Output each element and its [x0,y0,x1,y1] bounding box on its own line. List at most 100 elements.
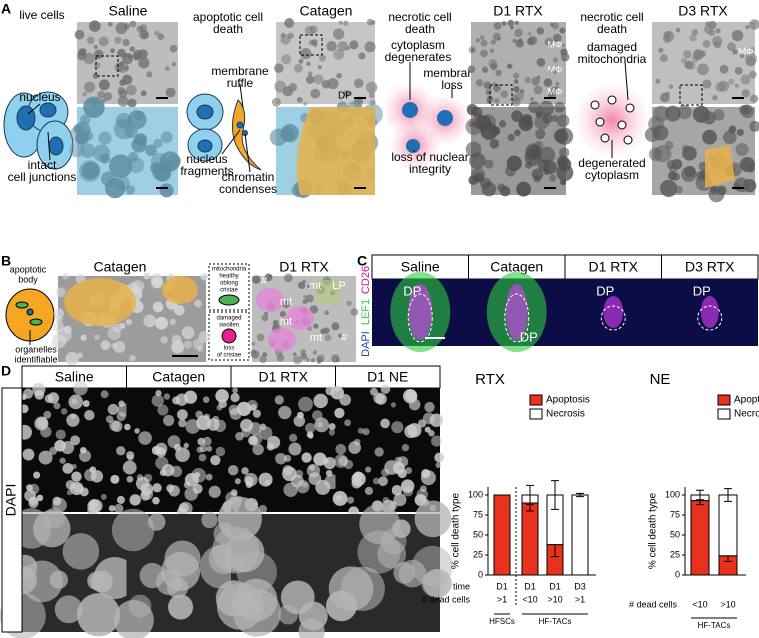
em-image-texture [279,310,286,318]
em-image-texture [292,352,297,357]
label: NE [650,371,671,388]
dapi-image-texture [40,426,52,438]
label: HF-TACs [698,621,731,630]
dapi-image-texture [405,467,413,474]
label: <10 [692,599,707,609]
em-image-texture [303,101,308,106]
dapi-image-texture [22,448,35,461]
dapi-image-texture [258,504,268,514]
label: condenses [219,182,277,196]
label: DAPI [3,484,19,517]
label: % cell death type [451,492,462,569]
em-image-texture [97,90,105,99]
em-image-texture [333,49,345,60]
label: apoptotic cell [193,10,263,24]
em-image-texture [297,281,306,290]
em-image-texture [702,39,711,48]
dapi-image-texture [252,443,264,456]
em-image-texture [280,34,291,45]
label: HFSCs [489,617,515,626]
em-image-texture [338,20,343,25]
pointer-line [244,133,251,173]
dapi-image-texture [116,446,126,456]
label: D1 [549,581,561,591]
em-image-texture [331,354,340,363]
em-image-texture [309,305,319,314]
em-image-texture [551,114,559,123]
em-image-texture [200,273,209,281]
em-image-texture [272,319,279,326]
label: DP [693,283,711,298]
em-image-texture [512,38,517,44]
em-image-texture [749,46,755,52]
cd26-signal [505,284,528,340]
dapi-image-texture [49,446,58,455]
dapi-image-texture [178,418,187,428]
mitochondria-overlay [256,288,284,312]
dapi-image-texture [183,481,191,489]
dapi-image-texture [258,426,273,440]
em-image-texture [470,47,475,52]
dapi-image-texture [113,599,154,638]
em-image-texture [748,70,757,79]
dapi-image-texture [111,508,155,552]
dapi-image-texture [70,435,81,446]
dapi-image-texture [107,403,119,415]
em-image-texture [117,95,129,107]
bar-segment [718,494,738,557]
em-image-texture [114,175,130,191]
em-image-texture [743,179,757,193]
em-image-texture [483,69,488,73]
em-image-texture [155,316,169,330]
dapi-image-texture [108,505,116,512]
dapi-image-texture [328,429,335,436]
dapi-image-texture [248,435,259,446]
dapi-image-texture [53,402,61,410]
dapi-image-texture [378,476,388,487]
dapi-image-texture [252,409,261,418]
em-image-texture [552,69,557,74]
em-image-texture [728,78,735,85]
mitochondria-overlay [286,306,314,330]
em-image-texture [494,97,500,104]
em-image-texture [81,162,100,180]
dapi-image-texture [357,427,364,434]
em-image-texture [337,41,348,52]
em-image-texture [143,314,157,328]
dapi-image-texture [163,393,171,400]
label: live cells [19,8,64,22]
dapi-image-texture [375,393,387,405]
pointer-line [239,83,244,109]
label: identifiable [14,354,57,364]
label: DAPI [360,331,372,357]
label: A [1,1,11,17]
em-image-texture [140,90,147,97]
label: nucleus [19,90,60,104]
dapi-image-texture [105,415,114,423]
em-image-texture [702,129,717,145]
dapi-image-texture [369,387,378,396]
error-bar [696,489,704,501]
dapi-image-texture [401,444,410,452]
em-image-texture [127,98,137,108]
em-image-texture [467,65,476,74]
em-image-texture [93,44,98,50]
dapi-image-texture [73,381,88,396]
dapi-image-texture [126,475,134,483]
em-image-texture [364,41,376,53]
em-image-texture [750,94,759,103]
dapi-image-texture [178,502,189,514]
em-image-texture [304,25,315,36]
em-image-texture [562,58,566,62]
em-image-texture [110,48,115,54]
em-image-texture [160,159,174,173]
em-image-texture [283,273,293,283]
em-image-texture [560,179,567,186]
em-necrotic-overlay [705,145,735,188]
label: # dead cells [629,599,678,609]
label: # [261,275,268,287]
em-image-texture [125,185,136,195]
label: Necrosis [734,409,759,420]
dapi-image-texture [420,470,436,486]
